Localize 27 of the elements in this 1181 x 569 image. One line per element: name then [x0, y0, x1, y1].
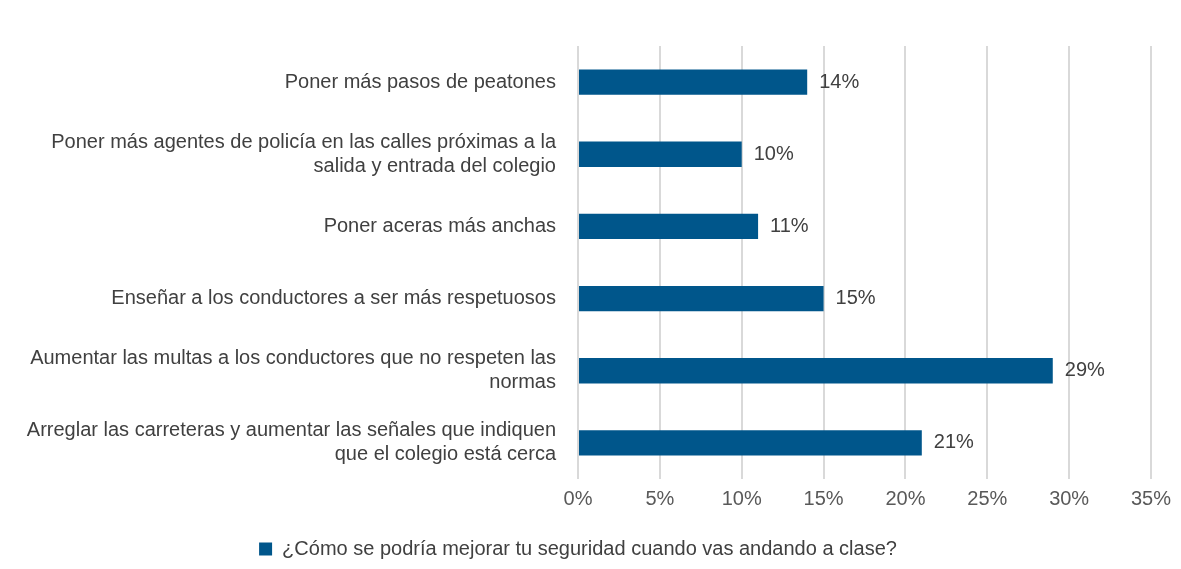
- x-tick-label: 0%: [563, 486, 593, 509]
- bar: [579, 358, 1053, 384]
- y-tick-label: Poner aceras más anchas: [323, 213, 556, 236]
- bar: [579, 213, 759, 240]
- data-label: 21%: [933, 430, 975, 453]
- bar: [579, 430, 922, 456]
- x-tick-label: 20%: [885, 486, 926, 509]
- x-tick-label: 35%: [1130, 486, 1172, 509]
- bar: [579, 141, 742, 167]
- data-label: 29%: [1064, 358, 1106, 381]
- y-tick-label: Aumentar las multas a los conductores que no respeten las normas: [30, 346, 556, 393]
- x-tick-label: 30%: [1049, 486, 1090, 509]
- bar: [579, 69, 808, 95]
- x-tick-label: 10%: [721, 486, 762, 509]
- bar: [579, 285, 824, 312]
- y-tick-label: Enseñar a los conductores a ser más respetuosos: [111, 286, 556, 309]
- y-tick-label: Poner más pasos de peatones: [284, 69, 556, 92]
- data-label: 15%: [835, 286, 876, 309]
- y-tick-label: Arreglar las carreteras y aumentar las señales que indiquen que el colegio está cerca: [26, 418, 557, 465]
- legend-label: ¿Cómo se podría mejorar tu seguridad cuando vas andando a clase?: [282, 536, 897, 559]
- x-tick-label: 25%: [967, 486, 1008, 509]
- data-label: 11%: [770, 213, 809, 236]
- y-tick-label: Poner más agentes de policía en las calles próximas a la salida y entrada del colegio: [51, 129, 557, 176]
- x-tick-label: 15%: [803, 486, 844, 509]
- x-tick-label: 5%: [645, 486, 675, 509]
- data-label: 14%: [819, 69, 860, 92]
- data-label: 10%: [753, 141, 794, 164]
